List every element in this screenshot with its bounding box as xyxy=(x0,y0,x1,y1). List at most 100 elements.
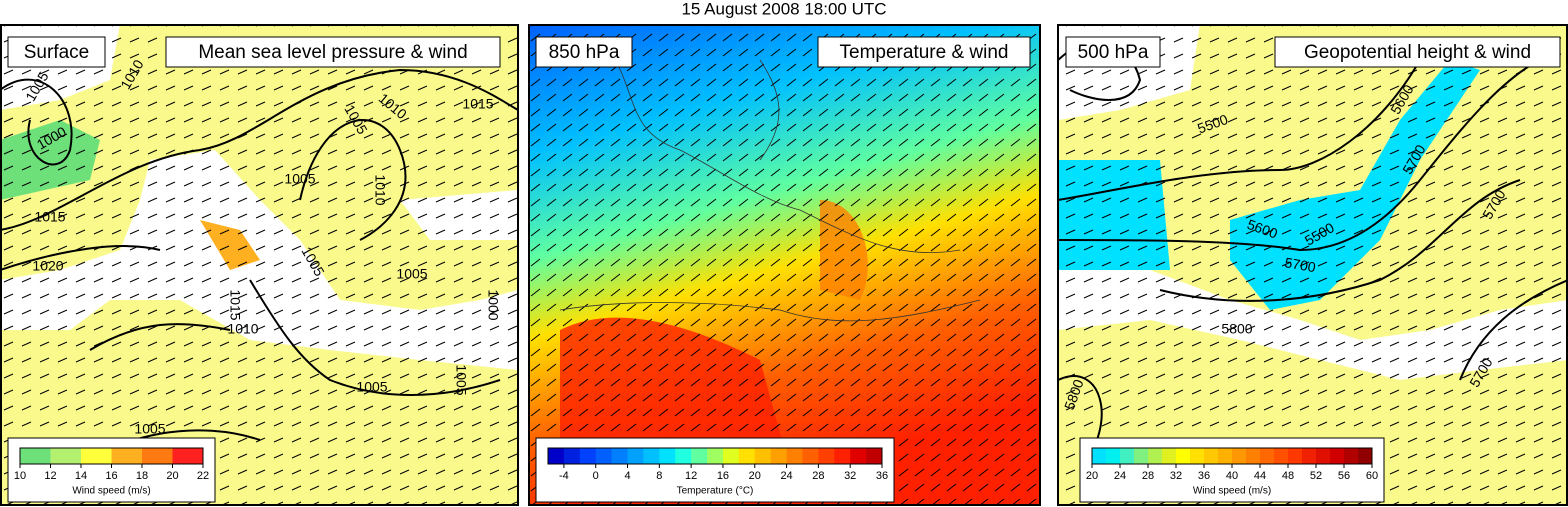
colorbar-tick-label: -4 xyxy=(559,470,569,482)
colorbar-tick-label: 24 xyxy=(780,470,792,482)
colorbar-segment xyxy=(1176,448,1191,464)
contour-label: 1015 xyxy=(462,96,493,112)
colorbar-segment xyxy=(738,448,756,464)
colorbar-tick-label: 60 xyxy=(1366,470,1378,482)
contour-label: 1000 xyxy=(485,289,501,320)
colorbar-tick-label: 14 xyxy=(75,470,87,482)
colorbar-segment xyxy=(1288,448,1303,464)
colorbar-segment xyxy=(722,448,740,464)
contour-label: 1005 xyxy=(453,364,469,395)
colorbar-tick-label: 10 xyxy=(14,470,26,482)
colorbar-tick-label: 22 xyxy=(197,470,209,482)
contour-label: 1005 xyxy=(134,421,165,437)
colorbar-segment xyxy=(111,448,143,464)
colorbar-tick-label: 36 xyxy=(876,470,888,482)
level-label: 850 hPa xyxy=(549,42,620,63)
colorbar-tick-label: 36 xyxy=(1198,470,1210,482)
field-box xyxy=(165,36,501,68)
contour-label: 1005 xyxy=(396,266,427,282)
colorbar-tick-label: 20 xyxy=(166,470,178,482)
colorbar-label: Wind speed (m/s) xyxy=(1193,486,1271,497)
contour-label: 1015 xyxy=(34,209,65,225)
map-850 xyxy=(529,24,1040,506)
colorbar-segment xyxy=(627,448,644,464)
colorbar-segment xyxy=(1190,448,1205,464)
contour-label: 1015 xyxy=(227,289,243,320)
colorbar-segment xyxy=(707,448,724,464)
colorbar-tick-label: 52 xyxy=(1310,470,1322,482)
level-box xyxy=(535,36,633,68)
colorbar-segment xyxy=(818,448,835,464)
figure-title: 15 August 2008 18:00 UTC xyxy=(681,0,886,18)
colorbar-tick-label: 18 xyxy=(136,470,148,482)
colorbar-label: Wind speed (m/s) xyxy=(72,486,150,497)
colorbar-segment xyxy=(675,448,692,464)
colorbar-segment xyxy=(579,448,597,464)
colorbar-segment xyxy=(1134,448,1149,464)
colorbar-segment xyxy=(1302,448,1317,464)
colorbar-segment xyxy=(1246,448,1261,464)
colorbar-segment xyxy=(50,448,82,464)
colorbar-segment xyxy=(1092,448,1107,464)
colorbar-tick-label: 4 xyxy=(624,470,630,482)
contour-label: 5700 xyxy=(1283,254,1317,275)
colorbar-segment xyxy=(1344,448,1359,464)
colorbar-label: Temperature (°C) xyxy=(677,486,754,497)
colorbar-tick-label: 32 xyxy=(844,470,856,482)
colorbar-segment xyxy=(659,448,676,464)
field-box xyxy=(1274,36,1561,68)
contour-label: 1005 xyxy=(284,171,315,187)
contour-label: 1010 xyxy=(227,321,258,337)
colorbar-segment xyxy=(1204,448,1219,464)
colorbar-segment xyxy=(1358,448,1373,464)
colorbar-tick-label: 24 xyxy=(1114,470,1126,482)
colorbar-segment xyxy=(1316,448,1331,464)
colorbar-segment xyxy=(81,448,112,464)
colorbar-tick-label: 56 xyxy=(1338,470,1350,482)
colorbar-frame xyxy=(547,447,883,465)
colorbar-segment xyxy=(691,448,708,464)
colorbar-tick-label: 20 xyxy=(1086,470,1098,482)
colorbar-tick-label: 20 xyxy=(749,470,761,482)
field-box xyxy=(817,36,1031,68)
colorbar-segment xyxy=(1148,448,1163,464)
colorbar-segment xyxy=(802,448,819,464)
colorbar-segment xyxy=(1330,448,1345,464)
colorbar-tick-label: 44 xyxy=(1254,470,1266,482)
colorbar-segment xyxy=(142,448,173,464)
colorbar-segment xyxy=(850,448,867,464)
colorbar-tick-label: 32 xyxy=(1170,470,1182,482)
colorbar-segment xyxy=(548,448,565,464)
colorbar-segment xyxy=(786,448,803,464)
colorbar-tick-label: 28 xyxy=(1142,470,1154,482)
level-box xyxy=(7,36,106,68)
colorbar-tick-label: 8 xyxy=(656,470,662,482)
colorbar-segment xyxy=(595,448,612,464)
colorbar-tick-label: 40 xyxy=(1226,470,1238,482)
colorbar-segment xyxy=(1120,448,1135,464)
colorbar-tick-label: 16 xyxy=(105,470,117,482)
colorbar-tick-label: 16 xyxy=(717,470,729,482)
colorbar-segment xyxy=(1106,448,1121,464)
contour-label: 1010 xyxy=(372,174,388,205)
colorbar-segment xyxy=(1162,448,1177,464)
contour-label: 1020 xyxy=(32,258,63,274)
colorbar-tick-label: 48 xyxy=(1282,470,1294,482)
colorbar-segment xyxy=(643,448,660,464)
contour-label: 5800 xyxy=(1221,321,1252,337)
colorbar-segment xyxy=(1232,448,1247,464)
colorbar-segment xyxy=(770,448,787,464)
level-label: Surface xyxy=(24,42,89,63)
colorbar-segment xyxy=(563,448,581,464)
map-500 xyxy=(1058,24,1568,506)
colorbar-segment xyxy=(1260,448,1275,464)
colorbar-segment xyxy=(20,448,51,464)
level-box xyxy=(1065,36,1161,68)
colorbar-tick-label: 12 xyxy=(44,470,56,482)
field-label: Geopotential height & wind xyxy=(1304,42,1531,63)
map-surface xyxy=(0,24,518,506)
colorbar-tick-label: 0 xyxy=(593,470,599,482)
colorbar-segment xyxy=(172,448,204,464)
colorbar-segment xyxy=(754,448,771,464)
